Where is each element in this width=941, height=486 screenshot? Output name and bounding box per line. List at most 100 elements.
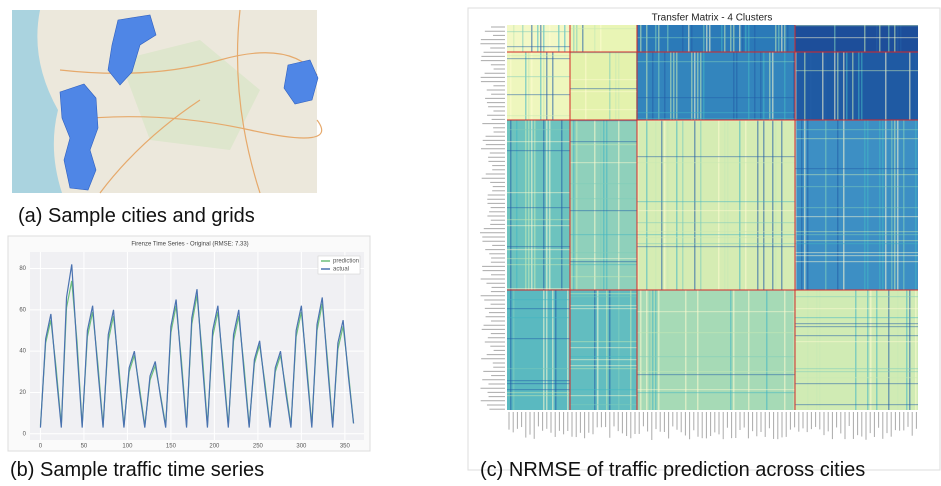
heatmap-stripe [637, 201, 795, 202]
heatmap-stripe [507, 31, 570, 32]
heatmap-stripe [754, 25, 756, 52]
chart-title: Firenze Time Series - Original (RMSE: 7.… [131, 242, 248, 248]
heatmap-stripe [637, 118, 795, 119]
heatmap-stripe [570, 296, 637, 297]
heatmap-stripe [546, 52, 548, 120]
heatmap-stripe [570, 389, 637, 390]
heatmap-stripe [507, 258, 570, 259]
heatmap-stripe [540, 25, 542, 52]
heatmap-stripe [834, 52, 836, 120]
heatmap-stripe [834, 25, 836, 52]
x-tick-label: 350 [340, 444, 351, 450]
heatmap-stripe [507, 392, 570, 393]
heatmap-stripe [637, 112, 795, 113]
heatmap-stripe [721, 25, 723, 52]
heatmap-stripe [637, 156, 795, 157]
heatmap-stripe [537, 25, 539, 52]
heatmap-stripe [763, 120, 765, 290]
heatmap-stripe [739, 25, 741, 52]
heatmap-stripe [888, 25, 890, 52]
heatmap-stripe [778, 25, 780, 52]
heatmap-stripe [795, 323, 918, 324]
heatmap-block [795, 52, 918, 120]
heatmap-stripe [795, 138, 918, 139]
heatmap-stripe [795, 174, 918, 175]
heatmap-stripe [843, 120, 845, 290]
heatmap-stripe [837, 52, 839, 120]
heatmap-stripe [795, 326, 918, 327]
heatmap-stripe [658, 25, 660, 52]
heatmap-stripe [570, 356, 637, 357]
heatmap-stripe [709, 25, 711, 52]
heatmap-stripe [507, 308, 570, 309]
heatmap-stripe [637, 237, 795, 238]
heatmap-stripe [682, 120, 684, 290]
heatmap-stripe [570, 341, 637, 342]
heatmap-stripe [775, 25, 777, 52]
x-tick-label: 250 [253, 444, 264, 450]
heatmap-stripe [879, 25, 881, 52]
heatmap-stripe [507, 264, 570, 265]
heatmap-stripe [570, 252, 637, 253]
heatmap-stripe [804, 120, 806, 290]
heatmap-stripe [810, 52, 812, 120]
heatmap-stripe [522, 25, 524, 52]
heatmap-stripe [564, 25, 566, 52]
heatmap-stripe [795, 240, 918, 241]
heatmap-stripe [748, 25, 750, 52]
heatmap-stripe [637, 356, 795, 357]
heatmap-stripe [507, 192, 570, 193]
heatmap-stripe [772, 120, 774, 290]
x-tick-label: 50 [81, 444, 88, 450]
heatmap-stripe [570, 183, 637, 184]
heatmap-stripe [891, 120, 893, 290]
x-tick-label: 150 [166, 444, 177, 450]
heatmap-stripe [637, 37, 795, 38]
heatmap-stripe [706, 25, 708, 52]
heatmap-stripe [694, 120, 696, 290]
heatmap-stripe [570, 347, 637, 348]
heatmap-stripe [703, 25, 705, 52]
heatmap-stripe [795, 371, 918, 372]
heatmap-stripe [507, 219, 570, 220]
heatmap-stripe [795, 383, 918, 384]
heatmap-stripe [637, 61, 795, 62]
heatmap-stripe [528, 52, 530, 120]
heatmap-stripe [724, 25, 726, 52]
y-tick-label: 80 [19, 266, 26, 272]
heatmap-stripe [801, 120, 803, 290]
heatmap-stripe [795, 261, 918, 262]
heatmap-stripe [843, 52, 845, 120]
heatmap-stripe [637, 222, 795, 223]
y-tick-label: 60 [19, 307, 26, 313]
heatmap-stripe [682, 25, 684, 52]
heatmap-stripe [507, 55, 570, 56]
heatmap-stripe [727, 120, 729, 290]
heatmap-stripe [807, 120, 809, 290]
heatmap-stripe [570, 359, 637, 360]
heatmap-stripe [637, 243, 795, 244]
heatmap-stripe [795, 404, 918, 405]
heatmap-stripe [637, 332, 795, 333]
heatmap-stripe [900, 25, 902, 52]
heatmap-stripe [570, 162, 637, 163]
y-tick-label: 40 [19, 349, 26, 355]
heatmap-stripe [507, 368, 570, 369]
heatmap-stripe [570, 258, 637, 259]
heatmap-stripe [570, 234, 637, 235]
heatmap-stripe [507, 389, 570, 390]
heatmap-stripe [795, 252, 918, 253]
heatmap-stripe [507, 150, 570, 151]
heatmap-stripe [667, 120, 669, 290]
heatmap-stripe [742, 25, 744, 52]
heatmap-stripe [507, 249, 570, 250]
heatmap-stripe [700, 120, 702, 290]
heatmap-block [795, 25, 918, 52]
heatmap-stripe [570, 79, 637, 80]
heatmap-stripe [507, 115, 570, 116]
heatmap-stripe [637, 392, 795, 393]
heatmap-stripe [507, 46, 570, 47]
heatmap-stripe [795, 37, 918, 38]
heatmap-stripe [846, 52, 848, 120]
heatmap-stripe [637, 210, 795, 211]
